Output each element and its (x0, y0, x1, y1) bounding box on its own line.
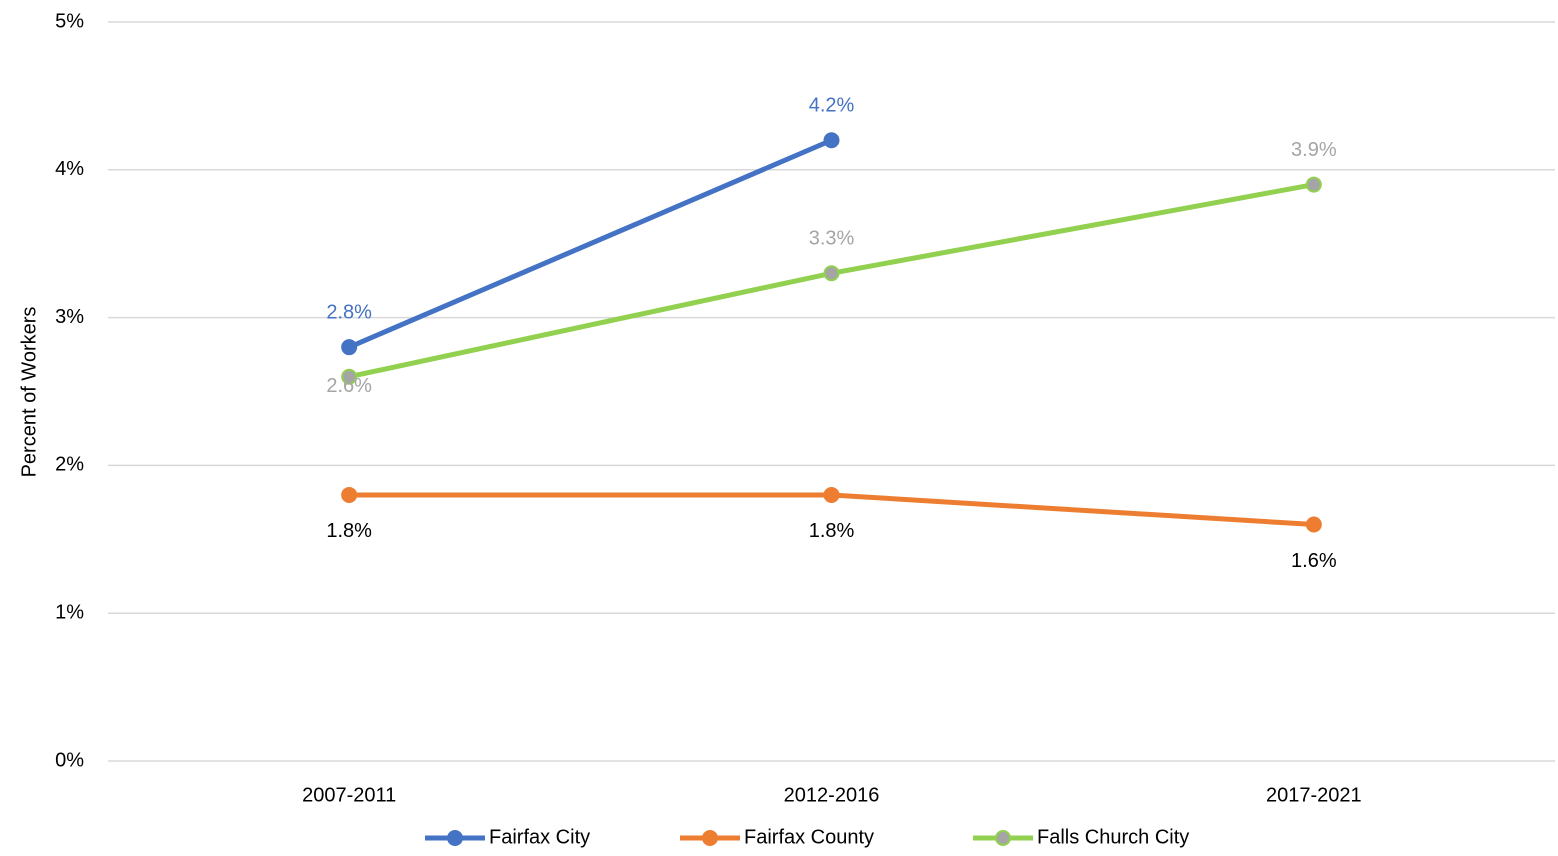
marker (341, 368, 358, 385)
marker (823, 265, 840, 282)
y-tick-label: 5% (55, 10, 84, 32)
data-label: 1.6% (1291, 550, 1337, 572)
marker (1305, 516, 1322, 533)
data-label: 3.9% (1291, 139, 1337, 161)
marker (341, 486, 358, 503)
y-axis-label: Percent of Workers (18, 307, 40, 478)
data-label: 2.6% (326, 375, 372, 397)
data-label: 1.8% (326, 520, 372, 542)
marker (341, 339, 358, 356)
y-tick-label: 1% (55, 601, 84, 623)
data-label: 3.3% (809, 228, 855, 250)
series-line (348, 137, 833, 350)
y-tick-label: 0% (55, 749, 84, 771)
y-tick-label: 2% (55, 454, 84, 476)
data-label: 2.8% (326, 301, 372, 323)
legend-marker (447, 830, 463, 846)
data-label: 1.8% (809, 520, 855, 542)
data-label: 4.2% (809, 95, 855, 117)
legend-label: Falls Church City (1037, 826, 1189, 848)
marker (823, 132, 840, 149)
marker (823, 486, 840, 503)
y-tick-label: 3% (55, 306, 84, 328)
y-tick-label: 4% (55, 158, 84, 180)
marker (1305, 176, 1322, 193)
x-tick-label: 2017-2021 (1266, 784, 1362, 806)
x-tick-label: 2012-2016 (784, 784, 880, 806)
legend-label: Fairfax City (489, 826, 590, 848)
legend-marker (995, 830, 1011, 846)
legend-marker (702, 830, 718, 846)
x-tick-label: 2007-2011 (302, 784, 396, 806)
legend-label: Fairfax County (744, 826, 874, 848)
